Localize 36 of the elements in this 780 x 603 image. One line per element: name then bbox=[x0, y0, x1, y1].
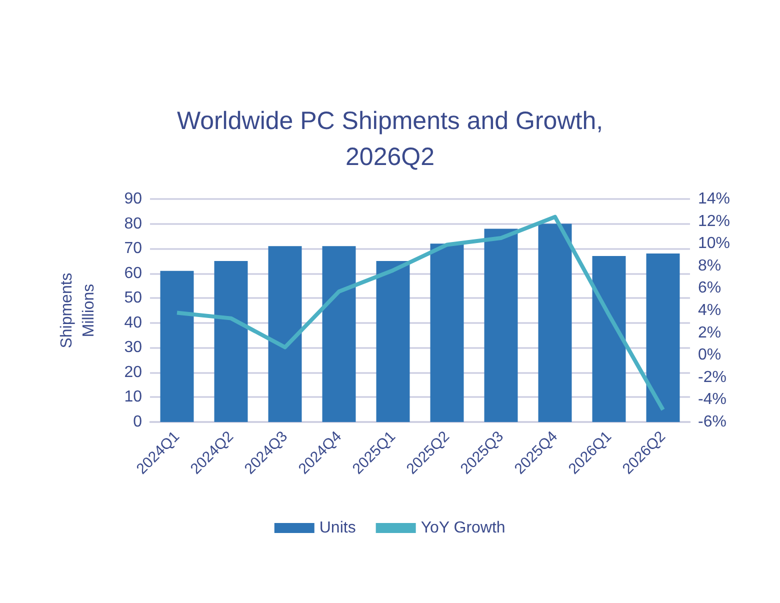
bar bbox=[214, 260, 248, 422]
bar bbox=[322, 246, 356, 422]
y-tick-label: 10 bbox=[124, 388, 142, 406]
y-tick-label: 30 bbox=[124, 339, 142, 356]
y2-tick-label: 8% bbox=[698, 257, 722, 274]
y2-tick-label: 10% bbox=[698, 235, 730, 252]
y2-tick-label: -4% bbox=[698, 391, 726, 408]
y-tick-label: 40 bbox=[124, 314, 142, 332]
legend-label: YoY Growth bbox=[420, 520, 506, 536]
y-tick-label: 20 bbox=[124, 364, 142, 381]
y-tick-label: 90 bbox=[124, 190, 142, 208]
y-tick-label: 50 bbox=[124, 290, 142, 307]
y2-tick-label: 0% bbox=[698, 346, 722, 364]
y2-tick-label: 12% bbox=[698, 212, 730, 230]
y2-tick-label: -6% bbox=[698, 414, 726, 430]
y2-tick-label: 14% bbox=[698, 190, 730, 208]
bar bbox=[160, 270, 194, 422]
line-series bbox=[175, 214, 665, 412]
bar bbox=[430, 244, 464, 422]
bar bbox=[484, 228, 518, 422]
y-axis-title: Shipments Millions bbox=[58, 272, 98, 348]
chart-title: Worldwide PC Shipments and Growth, 2026Q2 bbox=[176, 107, 604, 171]
bar bbox=[538, 224, 572, 422]
bar bbox=[646, 254, 680, 422]
y-tick-label: 60 bbox=[124, 264, 142, 282]
y-tick-label: 0 bbox=[133, 414, 142, 430]
y-tick-label: 70 bbox=[124, 240, 142, 258]
y-tick-label: 80 bbox=[124, 215, 142, 232]
y2-tick-label: 2% bbox=[698, 324, 722, 342]
bar bbox=[376, 260, 410, 422]
bar bbox=[268, 246, 302, 422]
y2-tick-label: 6% bbox=[698, 280, 722, 297]
bar bbox=[592, 256, 626, 422]
legend-label: Units bbox=[319, 520, 356, 536]
y2-tick-label: -2% bbox=[698, 368, 726, 386]
y2-tick-label: 4% bbox=[698, 302, 722, 319]
